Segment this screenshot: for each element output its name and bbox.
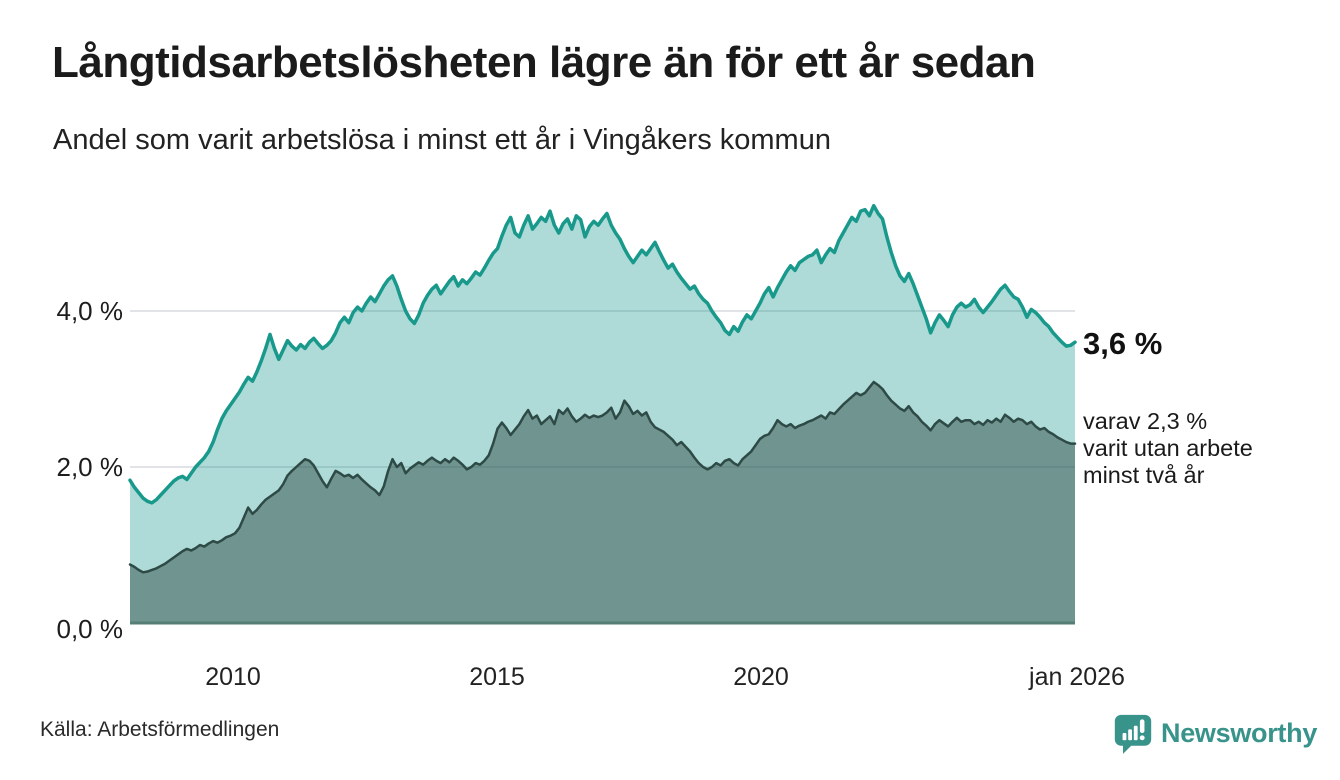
y-axis-tick-0: 0,0 % [56,614,124,644]
secondary-series-annotation: varav 2,3 % varit utan arbete minst två … [1083,408,1313,489]
y-axis-tick-2: 2,0 % [56,452,124,482]
annotation-line-1: varav 2,3 % [1083,408,1208,434]
brand-logo: Newsworthy [1113,708,1323,758]
x-axis-tick-2020: 2020 [733,663,789,691]
brand-name: Newsworthy [1161,717,1318,748]
area-chart [128,203,1077,625]
x-axis-tick-jan-2026: jan 2026 [1029,663,1125,691]
page-title: Långtidsarbetslösheten lägre än för ett … [52,38,1036,87]
speech-bubble-bar-chart-icon [1114,714,1152,754]
page-subtitle: Andel som varit arbetslösa i minst ett å… [53,124,831,156]
y-axis-tick-4: 4,0 % [56,296,124,326]
x-axis-tick-2015: 2015 [469,663,525,691]
x-axis-tick-2010: 2010 [205,663,261,691]
annotation-line-3: minst två år [1083,462,1205,488]
latest-value-label: 3,6 % [1083,326,1163,361]
annotation-line-2: varit utan arbete [1083,435,1253,461]
source-credit: Källa: Arbetsförmedlingen [40,718,280,741]
